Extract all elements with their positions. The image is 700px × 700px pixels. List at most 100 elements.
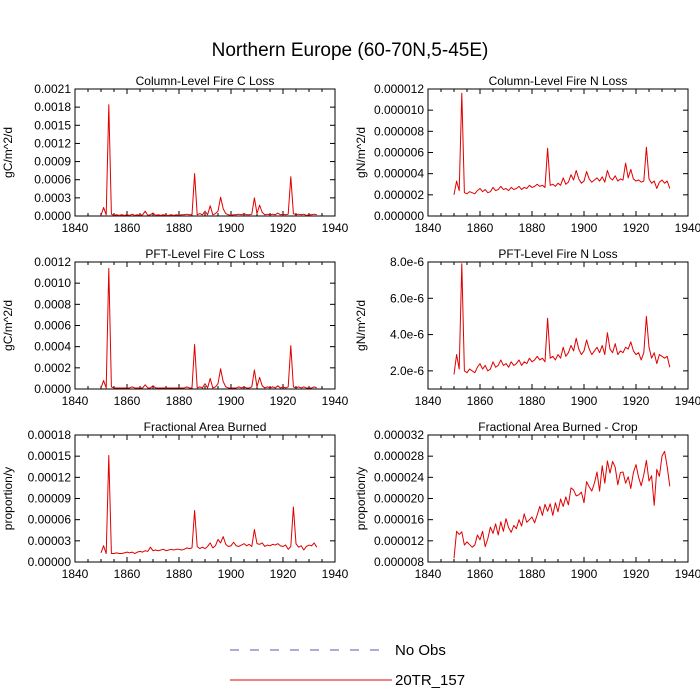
figure-title: Northern Europe (60-70N,5-45E) bbox=[212, 40, 489, 61]
panel-title: Column-Level Fire C Loss bbox=[136, 74, 275, 88]
y-axis-label: gN/m^2/d bbox=[354, 127, 368, 178]
x-tick-label: 1880 bbox=[166, 221, 193, 235]
x-tick-label: 1940 bbox=[322, 221, 349, 235]
y-tick-label: 0.000032 bbox=[374, 428, 424, 442]
y-tick-label: 0.000016 bbox=[374, 513, 424, 527]
x-tick-label: 1940 bbox=[675, 394, 700, 408]
y-tick-label: 0.0010 bbox=[34, 276, 71, 290]
panel-2: Column-Level Fire N Loss gN/m^2/d 1840 1860… bbox=[354, 74, 700, 235]
panel-6: Fractional Area Burned - Crop proportion/… bbox=[354, 420, 700, 581]
y-tick-label: 0.0021 bbox=[34, 82, 71, 96]
y-tick-label: 0.000012 bbox=[374, 534, 424, 548]
x-tick-label: 1840 bbox=[415, 221, 442, 235]
y-tick-label: 0.0012 bbox=[34, 136, 71, 150]
y-tick-label: 4.0e-6 bbox=[390, 328, 424, 342]
x-tick-label: 1900 bbox=[571, 221, 598, 235]
y-tick-label: 2.0e-6 bbox=[390, 364, 424, 378]
x-tick-label: 1900 bbox=[218, 394, 245, 408]
y-tick-label: 0.0008 bbox=[34, 297, 71, 311]
x-tick-label: 1920 bbox=[623, 567, 650, 581]
x-tick-label: 1900 bbox=[218, 567, 245, 581]
y-tick-label: 0.00006 bbox=[28, 513, 72, 527]
legend: No Obs 20TR_157 bbox=[230, 642, 465, 689]
y-tick-label: 0.00015 bbox=[28, 449, 72, 463]
x-tick-label: 1940 bbox=[675, 567, 700, 581]
y-tick-label: 0.0002 bbox=[34, 361, 71, 375]
x-tick-label: 1880 bbox=[166, 567, 193, 581]
x-tick-label: 1840 bbox=[62, 567, 89, 581]
series-line-20tr-157 bbox=[453, 263, 671, 375]
y-tick-label: 0.0009 bbox=[34, 155, 71, 169]
y-tick-label: 0.0012 bbox=[34, 255, 71, 269]
plot-frame bbox=[427, 88, 689, 217]
y-tick-label: 0.0000 bbox=[34, 382, 71, 396]
y-axis-label: proportion/y bbox=[1, 467, 15, 530]
panel-3: PFT-Level Fire C Loss gC/m^2/d 1840 1860 188… bbox=[1, 247, 349, 408]
x-tick-label: 1860 bbox=[467, 221, 494, 235]
x-tick-label: 1880 bbox=[519, 567, 546, 581]
y-tick-label: 0.0015 bbox=[34, 118, 71, 132]
x-tick-label: 1900 bbox=[218, 221, 245, 235]
x-tick-label: 1840 bbox=[415, 394, 442, 408]
panel-grid: Column-Level Fire C Loss gC/m^2/d 1840 1860… bbox=[1, 74, 700, 581]
series-line-20tr-157 bbox=[100, 454, 318, 555]
y-tick-label: 0.0006 bbox=[34, 319, 71, 333]
y-tick-label: 6.0e-6 bbox=[390, 291, 424, 305]
y-tick-label: 0.000024 bbox=[374, 470, 424, 484]
y-tick-label: 0.00012 bbox=[28, 470, 72, 484]
x-tick-label: 1860 bbox=[467, 394, 494, 408]
y-tick-label: 0.000012 bbox=[374, 82, 424, 96]
x-tick-label: 1880 bbox=[519, 394, 546, 408]
y-tick-label: 0.00003 bbox=[28, 534, 72, 548]
x-tick-label: 1920 bbox=[623, 221, 650, 235]
y-tick-label: 0.000002 bbox=[374, 188, 424, 202]
x-tick-label: 1860 bbox=[114, 221, 141, 235]
y-tick-label: 0.000020 bbox=[374, 492, 424, 506]
y-axis-label: gN/m^2/d bbox=[354, 300, 368, 351]
panel-title: PFT-Level Fire C Loss bbox=[145, 247, 264, 261]
x-tick-label: 1900 bbox=[571, 394, 598, 408]
panel-title: Fractional Area Burned bbox=[144, 420, 267, 434]
panel-5: Fractional Area Burned proportion/y 1840 18… bbox=[1, 420, 349, 581]
plot-frame bbox=[74, 261, 336, 390]
x-tick-label: 1940 bbox=[675, 221, 700, 235]
x-tick-label: 1840 bbox=[62, 394, 89, 408]
y-tick-label: 0.000008 bbox=[374, 124, 424, 138]
y-tick-label: 0.0000 bbox=[34, 209, 71, 223]
panel-title: PFT-Level Fire N Loss bbox=[498, 247, 617, 261]
x-tick-label: 1920 bbox=[623, 394, 650, 408]
y-axis-label: gC/m^2/d bbox=[1, 127, 15, 178]
x-tick-label: 1860 bbox=[467, 567, 494, 581]
legend-label-20tr-157: 20TR_157 bbox=[395, 672, 465, 689]
panel-1: Column-Level Fire C Loss gC/m^2/d 1840 1860… bbox=[1, 74, 349, 235]
x-tick-label: 1920 bbox=[270, 567, 297, 581]
y-tick-label: 0.00018 bbox=[28, 428, 72, 442]
y-tick-label: 8.0e-6 bbox=[390, 255, 424, 269]
y-tick-label: 0.000000 bbox=[374, 209, 424, 223]
y-axis-label: gC/m^2/d bbox=[1, 300, 15, 351]
series-line-20tr-157 bbox=[453, 92, 671, 195]
x-tick-label: 1860 bbox=[114, 394, 141, 408]
x-tick-label: 1920 bbox=[270, 394, 297, 408]
plot-frame bbox=[427, 434, 689, 563]
panel-title: Fractional Area Burned - Crop bbox=[478, 420, 638, 434]
y-tick-label: 0.00009 bbox=[28, 492, 72, 506]
y-tick-label: 0.0006 bbox=[34, 173, 71, 187]
series-line-20tr-157 bbox=[100, 267, 317, 389]
plot-frame bbox=[427, 261, 689, 390]
y-tick-label: 0.000010 bbox=[374, 103, 424, 117]
y-tick-label: 0.000028 bbox=[374, 449, 424, 463]
y-tick-label: 0.000006 bbox=[374, 146, 424, 160]
series-line-20tr-157 bbox=[100, 104, 317, 216]
x-tick-label: 1900 bbox=[571, 567, 598, 581]
x-tick-label: 1940 bbox=[322, 394, 349, 408]
x-tick-label: 1840 bbox=[62, 221, 89, 235]
panel-4: PFT-Level Fire N Loss gN/m^2/d 1840 1860 188… bbox=[354, 247, 700, 408]
y-tick-label: 0.0018 bbox=[34, 100, 71, 114]
y-tick-label: 0.000004 bbox=[374, 167, 424, 181]
x-tick-label: 1920 bbox=[270, 221, 297, 235]
x-tick-label: 1880 bbox=[519, 221, 546, 235]
plot-frame bbox=[74, 88, 336, 217]
y-tick-label: 0.0003 bbox=[34, 191, 71, 205]
